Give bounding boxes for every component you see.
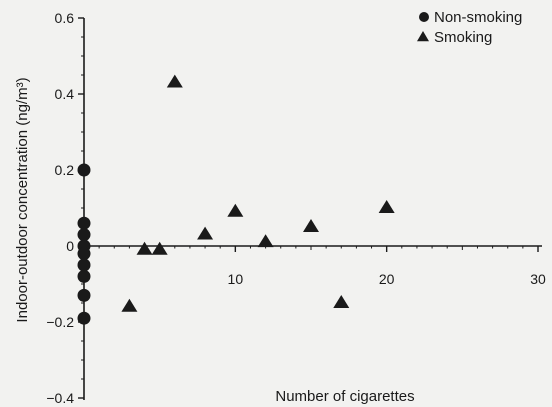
smoking-point [151,241,168,255]
x-tick-label: 20 [379,271,395,287]
x-tick-label: 30 [530,271,546,287]
y-axis-ticks: 0.6 0.4 0.2 0 −0.2 −0.4 [46,10,84,406]
legend-label: Smoking [434,29,492,46]
non-smoking-point [77,258,91,272]
non-smoking-point [77,247,91,261]
x-tick-label: 10 [228,271,244,287]
smoking-point [257,234,274,248]
legend: Non-smoking Smoking [417,9,522,46]
legend-label: Non-smoking [434,9,522,26]
x-axis-label: Number of cigarettes [275,388,414,405]
legend-item: Non-smoking [419,9,522,26]
y-tick-label: 0.4 [55,86,75,102]
y-tick-label: −0.2 [46,314,74,330]
smoking-point [333,295,350,308]
y-tick-label: 0.6 [55,10,75,26]
y-tick-label: 0 [66,238,74,254]
smoking-point [197,226,214,240]
smoking-point [166,74,183,88]
y-tick-label: 0.2 [55,162,75,178]
smoking-point [121,298,138,312]
series-smoking [121,74,395,312]
series-non-smoking [77,163,91,325]
smoking-point [303,219,319,232]
non-smoking-point [77,228,91,242]
legend-circle-icon [419,12,429,22]
non-smoking-point [77,311,91,325]
legend-triangle-icon [417,31,429,42]
legend-item: Smoking [417,29,492,46]
non-smoking-point [77,288,91,302]
x-axis-ticks: 10 20 30 [98,246,546,287]
non-smoking-point [77,163,91,177]
smoking-point [378,200,395,213]
axes [83,18,542,400]
smoking-point [136,241,153,255]
non-smoking-point [77,269,91,283]
y-tick-label: −0.4 [46,390,74,406]
smoking-point [227,203,244,217]
data-points [77,74,395,325]
non-smoking-point [77,216,91,230]
y-axis-label: Indoor-outdoor concentration (ng/m³) [14,77,31,322]
